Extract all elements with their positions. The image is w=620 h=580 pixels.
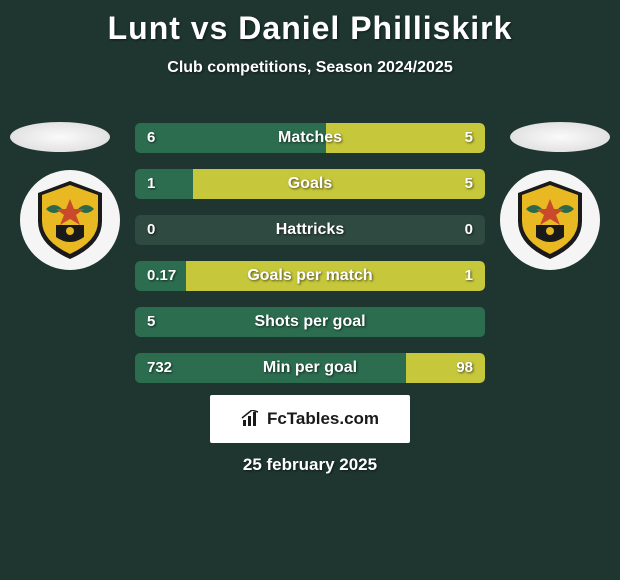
stat-label: Goals per match (135, 261, 485, 291)
stat-label: Goals (135, 169, 485, 199)
player-right-avatar (510, 122, 610, 152)
stat-row: 15Goals (135, 169, 485, 199)
date: 25 february 2025 (0, 455, 620, 475)
club-crest-icon (514, 179, 586, 261)
watermark: FcTables.com (210, 395, 410, 443)
stat-label: Matches (135, 123, 485, 153)
subtitle: Club competitions, Season 2024/2025 (0, 59, 620, 77)
club-badge-right (500, 170, 600, 270)
player-left-avatar (10, 122, 110, 152)
club-crest-icon (34, 179, 106, 261)
watermark-text: FcTables.com (267, 409, 379, 429)
stat-row: 73298Min per goal (135, 353, 485, 383)
page-title: Lunt vs Daniel Philliskirk (0, 0, 620, 47)
stat-row: 0.171Goals per match (135, 261, 485, 291)
chart-icon (241, 410, 261, 428)
stat-label: Shots per goal (135, 307, 485, 337)
stats-container: 65Matches 15Goals 00Hattricks 0.171Goals pe… (135, 123, 485, 399)
stat-label: Min per goal (135, 353, 485, 383)
stat-row: 5Shots per goal (135, 307, 485, 337)
stat-label: Hattricks (135, 215, 485, 245)
stat-row: 65Matches (135, 123, 485, 153)
club-badge-left (20, 170, 120, 270)
stat-row: 00Hattricks (135, 215, 485, 245)
